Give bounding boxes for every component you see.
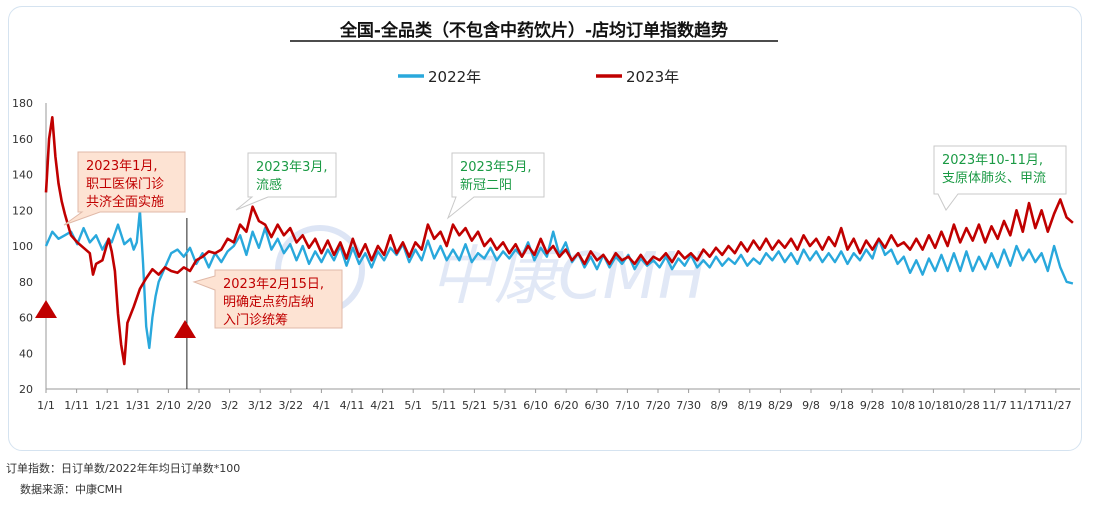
annotation-0-line-1: 职工医保门诊	[86, 177, 164, 192]
x-tick-label-22: 8/9	[710, 399, 728, 412]
annotation-box-3	[446, 152, 545, 220]
x-tick-label-24: 8/29	[768, 399, 793, 412]
annotation-3-line-0: 2023年5月,	[460, 160, 532, 175]
x-tick-label-26: 9/18	[829, 399, 854, 412]
x-tick-label-1: 1/11	[64, 399, 89, 412]
x-tick-label-28: 10/8	[890, 399, 915, 412]
annotation-1-line-1: 明确定点药店纳	[223, 295, 314, 310]
annotation-1-line-0: 2023年2月15日,	[223, 277, 324, 292]
annotation-0-line-0: 2023年1月,	[86, 159, 158, 174]
marker-triangle-feb	[174, 320, 196, 338]
series-line-1	[44, 116, 1074, 366]
x-tick-label-32: 11/17	[1009, 399, 1041, 412]
index-definition-note: 订单指数：日订单数/2022年年均日订单数*100	[6, 462, 241, 475]
y-tick-label-100: 100	[12, 240, 33, 253]
chart-title: 全国-全品类（不包含中药饮片）-店均订单指数趋势	[339, 20, 728, 41]
annotation-2-line-0: 2023年3月,	[256, 160, 328, 175]
y-tick-label-60: 60	[19, 312, 33, 325]
x-tick-label-31: 11/7	[982, 399, 1007, 412]
annotation-box-2	[235, 152, 337, 211]
x-tick-label-3: 1/31	[125, 399, 150, 412]
x-tick-label-10: 4/11	[340, 399, 365, 412]
x-tick-label-21: 7/30	[676, 399, 701, 412]
y-tick-label-40: 40	[19, 347, 33, 360]
legend-label-0: 2022年	[428, 68, 481, 86]
annotation-3-line-1: 新冠二阳	[460, 177, 512, 193]
annotation-1-line-2: 入门诊统筹	[223, 312, 288, 328]
x-tick-label-11: 4/21	[370, 399, 395, 412]
x-tick-label-15: 5/31	[493, 399, 518, 412]
x-tick-label-9: 4/1	[313, 399, 331, 412]
legend-label-1: 2023年	[626, 68, 679, 86]
annotation-box-1	[192, 269, 343, 329]
x-tick-label-0: 1/1	[37, 399, 55, 412]
y-tick-label-80: 80	[19, 276, 33, 289]
x-tick-label-23: 8/19	[737, 399, 762, 412]
x-tick-label-4: 2/10	[156, 399, 181, 412]
y-tick-label-180: 180	[12, 97, 33, 110]
annotation-2-line-1: 流感	[256, 177, 282, 193]
x-tick-label-5: 2/20	[187, 399, 212, 412]
x-tick-label-8: 3/22	[278, 399, 303, 412]
x-tick-label-17: 6/20	[554, 399, 579, 412]
x-tick-label-27: 9/28	[860, 399, 885, 412]
x-tick-label-7: 3/12	[248, 399, 273, 412]
x-tick-label-12: 5/1	[404, 399, 422, 412]
x-tick-label-13: 5/11	[431, 399, 456, 412]
x-tick-label-18: 6/30	[584, 399, 609, 412]
annotation-box-0	[63, 151, 186, 226]
annotation-4-line-0: 2023年10-11月,	[942, 153, 1043, 168]
y-tick-label-120: 120	[12, 204, 33, 217]
x-tick-label-19: 7/10	[615, 399, 640, 412]
x-tick-label-33: 11/27	[1040, 399, 1072, 412]
x-tick-label-25: 9/8	[802, 399, 820, 412]
annotation-box-4	[933, 145, 1067, 211]
annotation-0-line-2: 共济全面实施	[86, 194, 164, 210]
x-tick-label-29: 10/18	[918, 399, 950, 412]
series-line-0	[44, 209, 1074, 350]
annotation-4-line-1: 支原体肺炎、甲流	[942, 171, 1046, 186]
x-tick-label-16: 6/10	[523, 399, 548, 412]
x-tick-label-20: 7/20	[646, 399, 671, 412]
x-tick-label-6: 3/2	[221, 399, 239, 412]
y-tick-label-140: 140	[12, 169, 33, 182]
y-tick-label-20: 20	[19, 383, 33, 396]
y-tick-label-160: 160	[12, 133, 33, 146]
data-source-note: 数据来源：中康CMH	[20, 483, 123, 496]
x-tick-label-2: 1/21	[95, 399, 120, 412]
x-tick-label-30: 10/28	[948, 399, 980, 412]
x-tick-label-14: 5/21	[462, 399, 487, 412]
marker-triangle-jan	[35, 300, 57, 318]
